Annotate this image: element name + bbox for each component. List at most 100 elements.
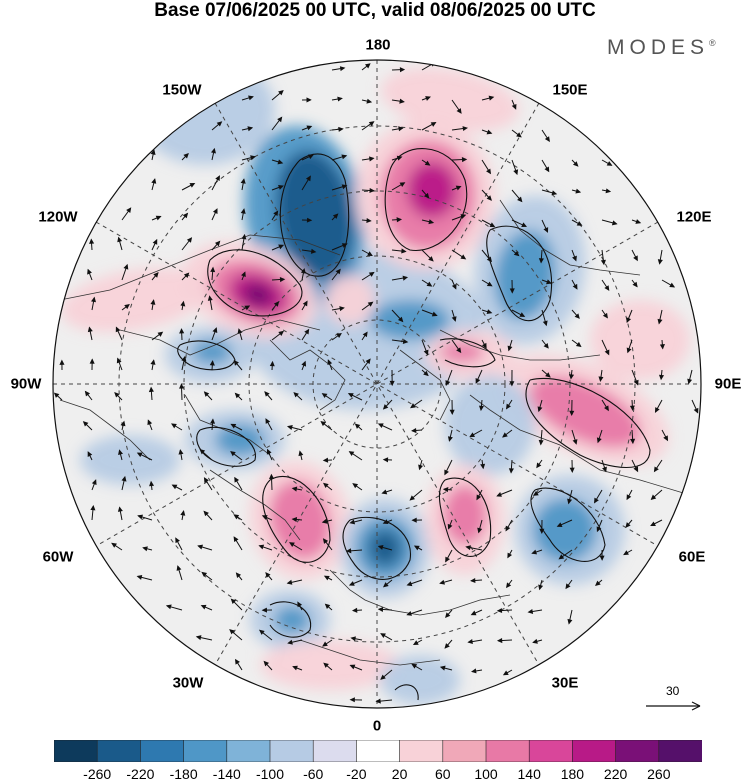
wind-vector-head <box>339 66 346 72</box>
wind-vector-head <box>431 311 438 317</box>
wind-vector-head <box>630 438 636 445</box>
wind-vector-head <box>527 608 534 615</box>
wind-vector-head <box>461 157 468 163</box>
wind-vector-head <box>507 552 513 559</box>
map-disc <box>53 60 701 708</box>
colorbar-tick-label: -100 <box>255 766 285 782</box>
wind-vector-head <box>349 697 355 703</box>
wind-vector-head <box>345 548 352 554</box>
wind-vector-head <box>626 347 632 354</box>
wind-vector-head <box>201 571 208 578</box>
wind-vector-head <box>157 331 164 337</box>
wind-vector-head <box>496 637 503 644</box>
wind-vectors <box>53 61 699 704</box>
wind-vector-head <box>546 279 552 285</box>
wind-vector-head <box>240 178 246 184</box>
wind-vector-head <box>467 639 473 644</box>
wind-vector-head <box>486 256 493 263</box>
wind-vector-head <box>349 519 356 525</box>
wind-vector-head <box>650 494 657 500</box>
anomaly-fields <box>60 60 690 705</box>
wind-vector-head <box>175 537 180 544</box>
wind-vector-head <box>189 182 196 188</box>
wind-vector-head <box>481 342 487 349</box>
wind-vector-head <box>576 221 583 226</box>
wind-vector-head <box>657 259 663 265</box>
wind-vector-head <box>332 213 339 219</box>
wind-vector-head <box>320 421 327 427</box>
lon-label-150w: 150W <box>162 81 202 99</box>
lon-label-150e: 150E <box>552 81 588 99</box>
wind-vector-head <box>632 281 638 288</box>
wind-vector-head <box>287 639 293 645</box>
wind-vector-head <box>537 406 543 413</box>
anomaly-blob <box>590 300 690 380</box>
wind-vector-head <box>244 305 251 311</box>
wind-vector-head <box>278 244 285 250</box>
wind-vector-head <box>233 514 240 520</box>
lon-label-60w: 60W <box>42 548 74 566</box>
lon-label-0: 0 <box>372 717 382 735</box>
wind-vector-head <box>304 328 310 335</box>
wind-vector-head <box>348 451 355 457</box>
wind-vector-head <box>365 358 371 365</box>
wind-vector-head <box>366 98 373 104</box>
wind-vector-head <box>496 608 503 614</box>
wind-vector-head <box>594 497 599 504</box>
wind-vector-head <box>625 522 631 528</box>
wind-vector-head <box>513 250 520 257</box>
wind-vector-head <box>567 498 573 505</box>
colorbar-segment <box>356 740 401 762</box>
wind-vector-head <box>203 477 209 483</box>
wind-vector-head <box>165 604 172 610</box>
wind-vector-head <box>265 418 271 424</box>
anomaly-blob <box>380 68 520 132</box>
wind-vector-head <box>247 126 254 132</box>
wind-vector-head <box>423 370 429 377</box>
wind-vector-head <box>426 281 433 287</box>
wind-vector-head <box>626 494 632 501</box>
wind-vector-head <box>322 641 328 647</box>
wind-vector-head <box>539 528 545 534</box>
lon-label-90w: 90W <box>10 375 42 393</box>
wind-vector-head <box>302 300 308 307</box>
colorbar-segment <box>442 740 487 762</box>
wind-vector-head <box>480 463 486 470</box>
wind-vector-head <box>120 420 126 427</box>
wind-vector-head <box>230 598 237 605</box>
wind-vector-head <box>521 222 528 228</box>
wind-vector-head <box>444 643 450 649</box>
wind-vector-head <box>89 238 95 244</box>
wind-vector-head <box>362 331 368 338</box>
wind-vector-head <box>278 90 284 96</box>
brand-name: MODES <box>607 36 710 59</box>
wind-vector-head <box>117 506 123 512</box>
wind-vector-head <box>402 275 409 281</box>
wind-vector-head <box>310 248 317 254</box>
anomaly-blob <box>445 375 535 475</box>
map-border <box>52 59 702 709</box>
wind-vector-head <box>654 407 660 413</box>
wind-vector-head <box>669 282 676 288</box>
anomaly-blob <box>407 162 457 218</box>
wind-vector-head <box>59 359 65 365</box>
wind-vector-head <box>215 175 220 182</box>
wind-vector-head <box>297 601 303 608</box>
wind-vector-head <box>451 283 457 290</box>
colorbar-segment <box>140 740 185 762</box>
wind-vector-head <box>396 155 403 161</box>
wind-vector-head <box>354 423 361 429</box>
colorbar-segment <box>183 740 228 762</box>
wind-vector-head <box>241 233 247 240</box>
reference-vector-label: 30 <box>666 684 680 698</box>
wind-vector-head <box>126 207 132 213</box>
wind-vector-head <box>489 222 496 228</box>
wind-vector-head <box>532 490 539 496</box>
wind-vector-head <box>82 421 89 427</box>
wind-vector-head <box>657 318 663 325</box>
modes-logo: MODES® <box>607 36 716 60</box>
anomaly-blob <box>370 300 450 340</box>
wind-vector-head <box>397 316 404 323</box>
wind-vector-head <box>462 126 469 132</box>
wind-vector-head <box>269 360 275 367</box>
